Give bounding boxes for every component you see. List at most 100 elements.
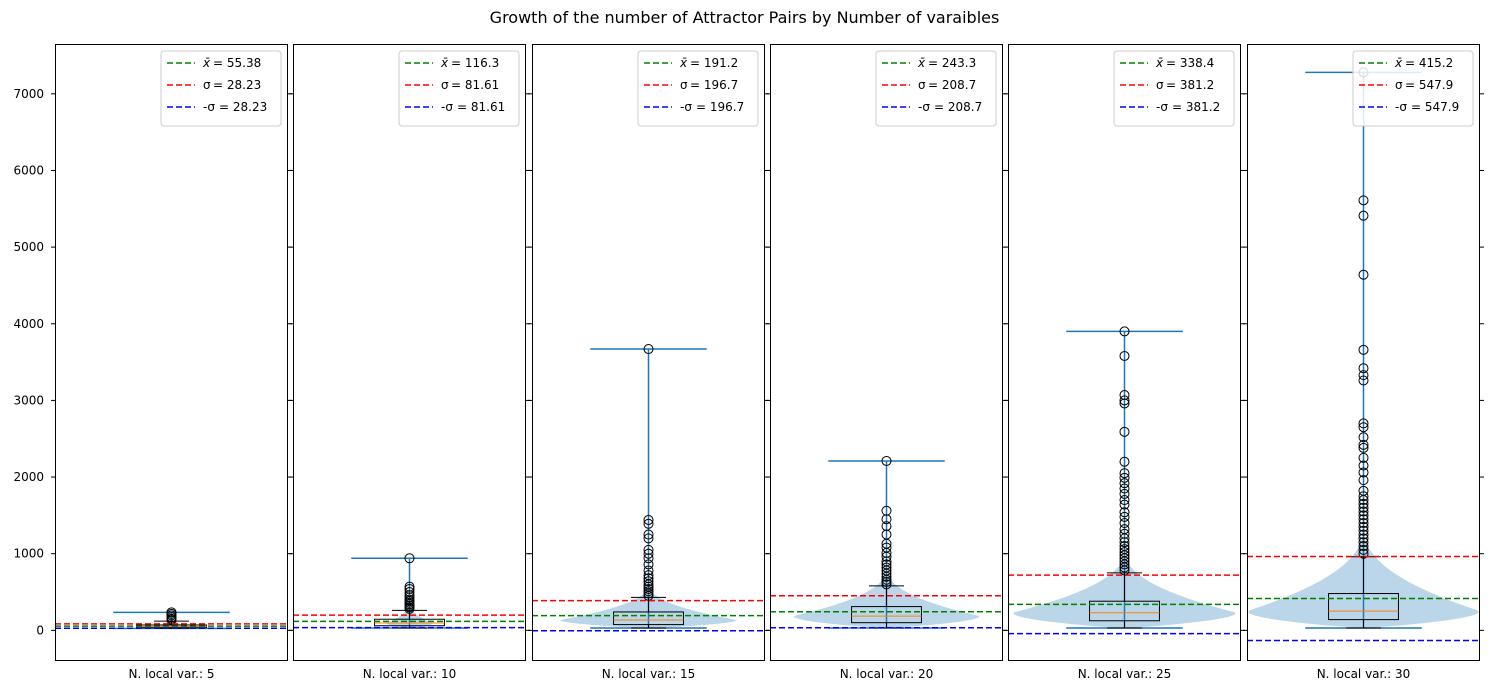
legend: x̄ = 191.2σ = 196.7-σ = 196.7 (637, 50, 759, 127)
legend-minus-sigma-label: = 547.9 (1411, 100, 1459, 114)
legend-sigma-symbol: σ (1395, 78, 1403, 92)
outlier-point (404, 583, 415, 594)
legend-minus-sigma-label: = 208.7 (934, 100, 982, 114)
outlier-point (1119, 547, 1130, 558)
outlier-point (643, 570, 654, 581)
legend-sigma-symbol: σ (203, 78, 211, 92)
legend-minus-sigma-label: = 81.61 (457, 100, 505, 114)
legend-mean-symbol: x̄ (202, 56, 211, 70)
legend-minus-sigma-symbol: -σ (441, 100, 453, 114)
outlier-point (404, 587, 415, 598)
y-tick-label: 3000 (13, 393, 44, 407)
outlier-point (1358, 518, 1369, 529)
outlier-point (404, 594, 415, 605)
outlier-point (1358, 498, 1369, 509)
y-tick-label: 4000 (13, 317, 44, 331)
outlier-point (1358, 502, 1369, 513)
legend-mean-label: = 55.38 (213, 56, 261, 70)
legend-sigma-label: = 196.7 (690, 78, 738, 92)
y-tick-label: 0 (36, 623, 44, 637)
outlier-point (1358, 521, 1369, 532)
outlier-point (1119, 326, 1130, 337)
outlier-point (881, 521, 892, 532)
legend-mean-label: = 116.3 (451, 56, 499, 70)
outlier-point (1119, 395, 1130, 406)
outlier-point (643, 559, 654, 570)
legend: x̄ = 415.2σ = 547.9-σ = 547.9 (1352, 50, 1474, 127)
outlier-point (1119, 350, 1130, 361)
outlier-point (166, 607, 177, 618)
outlier-point (1358, 363, 1369, 374)
panel-6: N. local var.: 30x̄ = 415.2σ = 547.9-σ = 54… (1243, 44, 1484, 681)
y-tick-label: 2000 (13, 470, 44, 484)
outlier-point (1358, 442, 1369, 453)
legend-mean-label: = 243.3 (928, 56, 976, 70)
outlier-point (1358, 506, 1369, 517)
outlier-point (643, 533, 654, 544)
legend-minus-sigma-symbol: -σ (1395, 100, 1407, 114)
outlier-point (1119, 483, 1130, 494)
outlier-point (1358, 544, 1369, 555)
outlier-point (1358, 537, 1369, 548)
legend-sigma-symbol: σ (441, 78, 449, 92)
outlier-point (1119, 511, 1130, 522)
outlier-point (1358, 548, 1369, 559)
legend-mean-symbol: x̄ (679, 56, 688, 70)
legend-minus-sigma-symbol: -σ (1156, 100, 1168, 114)
x-axis-label: N. local var.: 30 (1317, 667, 1411, 681)
outlier-point (881, 562, 892, 573)
panel-frame (293, 44, 526, 661)
outlier-point (881, 514, 892, 525)
outlier-point (1119, 499, 1130, 510)
legend-mean-symbol: x̄ (1394, 56, 1403, 70)
legend-mean-symbol: x̄ (1155, 56, 1164, 70)
panel-1: N. local var.: 5x̄ = 55.38σ = 28.23-σ = 28.… (51, 44, 292, 681)
outlier-point (404, 590, 415, 601)
panel-frame (1008, 44, 1241, 661)
legend-mean-label: = 415.2 (1405, 56, 1453, 70)
outlier-point (643, 576, 654, 587)
outlier-point (643, 514, 654, 525)
y-tick-label: 6000 (13, 163, 44, 177)
outlier-point (1119, 528, 1130, 539)
outlier-point (1358, 541, 1369, 552)
outlier-point (1358, 510, 1369, 521)
panel-plot-area (1008, 326, 1241, 635)
outlier-point (881, 505, 892, 516)
outlier-point (1358, 514, 1369, 525)
legend: x̄ = 243.3σ = 208.7-σ = 208.7 (875, 50, 997, 127)
outlier-point (1358, 529, 1369, 540)
outlier-point (1119, 426, 1130, 437)
outlier-point (1358, 375, 1369, 386)
y-tick-label: 1000 (13, 547, 44, 561)
outlier-point (1358, 210, 1369, 221)
outlier-point (404, 581, 415, 592)
outlier-point (1119, 488, 1130, 499)
outlier-point (1119, 518, 1130, 529)
outlier-point (643, 544, 654, 555)
x-axis-label: N. local var.: 20 (840, 667, 934, 681)
outlier-point (1358, 452, 1369, 463)
legend-minus-sigma-symbol: -σ (918, 100, 930, 114)
outlier-point (1358, 525, 1369, 536)
outlier-point (1358, 344, 1369, 355)
outlier-point (404, 553, 415, 564)
outlier-point (643, 565, 654, 576)
legend: x̄ = 338.4σ = 381.2-σ = 381.2 (1113, 50, 1235, 127)
legend-sigma-symbol: σ (918, 78, 926, 92)
x-axis-label: N. local var.: 25 (1078, 667, 1172, 681)
outlier-point (1119, 544, 1130, 555)
y-tick-label: 5000 (13, 240, 44, 254)
outlier-point (1119, 507, 1130, 518)
outlier-point (1119, 478, 1130, 489)
panel-5: N. local var.: 25 x̄ = 338.4σ = 381.2-σ = 38… (1004, 44, 1245, 681)
outlier-point (643, 583, 654, 594)
box-iqr (613, 611, 684, 626)
legend-sigma-label: = 208.7 (928, 78, 976, 92)
outlier-point (643, 548, 654, 559)
legend: x̄ = 55.38σ = 28.23-σ = 28.23 (160, 50, 282, 127)
legend-minus-sigma-symbol: -σ (680, 100, 692, 114)
y-tick-label: 7000 (13, 87, 44, 101)
outlier-point (1358, 533, 1369, 544)
